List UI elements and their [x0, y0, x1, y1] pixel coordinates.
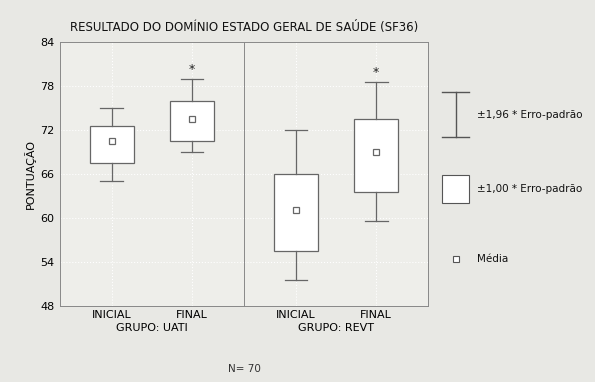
- Bar: [90, 126, 134, 163]
- Text: ±1,00 * Erro-padrão: ±1,00 * Erro-padrão: [477, 184, 582, 194]
- X-axis label: GRUPO: REVT: GRUPO: REVT: [298, 323, 374, 333]
- Text: N= 70: N= 70: [227, 364, 261, 374]
- Bar: [170, 100, 214, 141]
- Text: Média: Média: [477, 254, 508, 264]
- Text: *: *: [373, 66, 380, 79]
- Text: ±1,96 * Erro-padrão: ±1,96 * Erro-padrão: [477, 110, 583, 120]
- Text: *: *: [189, 63, 195, 76]
- Text: RESULTADO DO DOMÍNIO ESTADO GERAL DE SAÚDE (SF36): RESULTADO DO DOMÍNIO ESTADO GERAL DE SAÚ…: [70, 21, 418, 34]
- Bar: [354, 119, 398, 192]
- X-axis label: GRUPO: UATI: GRUPO: UATI: [116, 323, 187, 333]
- Y-axis label: PONTUAÇÃO: PONTUAÇÃO: [24, 139, 36, 209]
- Bar: [442, 175, 469, 203]
- Bar: [274, 174, 318, 251]
